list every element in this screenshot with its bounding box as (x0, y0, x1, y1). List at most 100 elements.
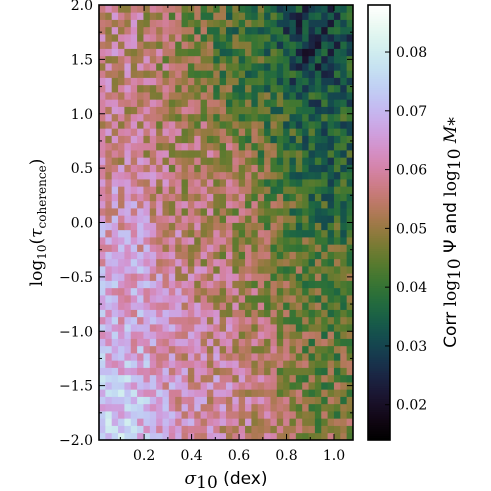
heatmap-cell (99, 92, 106, 100)
colorbar-step (368, 181, 390, 184)
heatmap-cell (340, 5, 348, 13)
heatmap-cell (270, 150, 278, 158)
heatmap-cell (187, 237, 195, 245)
heatmap-cell (295, 26, 303, 35)
heatmap-cell (206, 171, 214, 180)
heatmap-cell (130, 215, 138, 223)
heatmap-cell (187, 244, 195, 252)
heatmap-cell (270, 258, 278, 267)
heatmap-cell (283, 215, 290, 223)
heatmap-cell (149, 345, 157, 354)
heatmap-cell (257, 19, 265, 28)
colorbar-step (368, 159, 390, 163)
heatmap-cell (130, 135, 138, 144)
heatmap-cell (200, 150, 208, 158)
heatmap-cell (187, 84, 195, 93)
heatmap-cell (232, 331, 240, 339)
heatmap-cell (302, 382, 309, 390)
heatmap-cell (321, 5, 328, 13)
heatmap-cell (340, 41, 348, 49)
heatmap-cell (130, 70, 138, 78)
heatmap-cell (206, 150, 214, 158)
heatmap-cell (156, 26, 163, 35)
heatmap-cell (257, 338, 265, 347)
heatmap-cell (340, 142, 348, 151)
heatmap-cell (181, 382, 189, 390)
heatmap-cell (308, 208, 316, 216)
heatmap-cell (143, 164, 151, 173)
heatmap-cell (194, 99, 201, 107)
heatmap-cell (175, 396, 182, 405)
heatmap-cell (276, 26, 284, 35)
heatmap-cell (276, 237, 284, 245)
heatmap-cell (226, 382, 233, 390)
heatmap-cell (289, 121, 297, 129)
heatmap-cell (111, 12, 119, 20)
heatmap-cell (340, 382, 348, 390)
heatmap-cell (124, 222, 132, 231)
colorbar-step (368, 41, 390, 45)
heatmap-cell (251, 229, 259, 238)
colorbar-step (368, 194, 390, 197)
heatmap-cell (264, 237, 271, 245)
heatmap-cell (270, 411, 278, 419)
heatmap-cell (340, 244, 348, 252)
heatmap-cell (257, 309, 265, 318)
heatmap-cell (149, 396, 157, 405)
heatmap-cell (276, 92, 284, 100)
heatmap-cell (219, 287, 227, 296)
heatmap-cell (245, 142, 252, 151)
heatmap-cell (206, 215, 214, 223)
colorbar-gradient (368, 5, 390, 441)
heatmap-cell (137, 179, 144, 187)
heatmap-cell (143, 12, 151, 20)
heatmap-cell (149, 34, 157, 42)
heatmap-cell (111, 309, 119, 318)
heatmap-cell (175, 208, 182, 216)
heatmap-cell (327, 382, 335, 390)
heatmap-cell (232, 92, 240, 100)
heatmap-cell (187, 215, 195, 223)
heatmap-cell (219, 425, 227, 434)
heatmap-cell (295, 396, 303, 405)
heatmap-cell (124, 99, 132, 107)
heatmap-cell (283, 360, 290, 368)
heatmap-cell (200, 171, 208, 180)
heatmap-cell (302, 200, 309, 209)
heatmap-cell (206, 338, 214, 347)
heatmap-cell (226, 19, 233, 28)
heatmap-cell (124, 389, 132, 397)
heatmap-cell (137, 237, 144, 245)
heatmap-cell (219, 164, 227, 173)
heatmap-cell (314, 222, 322, 231)
heatmap-cell (251, 186, 259, 194)
heatmap-cell (257, 229, 265, 238)
heatmap-cell (137, 19, 144, 28)
heatmap-cell (118, 193, 125, 202)
heatmap-cell (105, 121, 113, 129)
heatmap-cell (213, 157, 221, 165)
heatmap-cell (333, 237, 341, 245)
heatmap-cell (162, 374, 170, 383)
heatmap-cell (206, 425, 214, 434)
heatmap-cell (168, 200, 176, 209)
heatmap-cell (314, 26, 322, 35)
heatmap-cell (308, 244, 316, 252)
heatmap-cell (124, 171, 132, 180)
colorbar-step (368, 309, 390, 313)
heatmap-cell (346, 200, 354, 209)
heatmap-cell (130, 128, 138, 136)
heatmap-cell (264, 55, 271, 64)
heatmap-cell (175, 113, 182, 122)
heatmap-cell (226, 222, 233, 231)
heatmap-cell (283, 382, 290, 390)
heatmap-cell (264, 382, 271, 390)
heatmap-cell (194, 48, 201, 57)
heatmap-cell (194, 135, 201, 144)
heatmap-cell (168, 295, 176, 303)
heatmap-cell (302, 77, 309, 86)
heatmap-cell (257, 367, 265, 376)
heatmap-cell (226, 374, 233, 383)
heatmap-cell (270, 77, 278, 86)
heatmap-cell (257, 99, 265, 107)
